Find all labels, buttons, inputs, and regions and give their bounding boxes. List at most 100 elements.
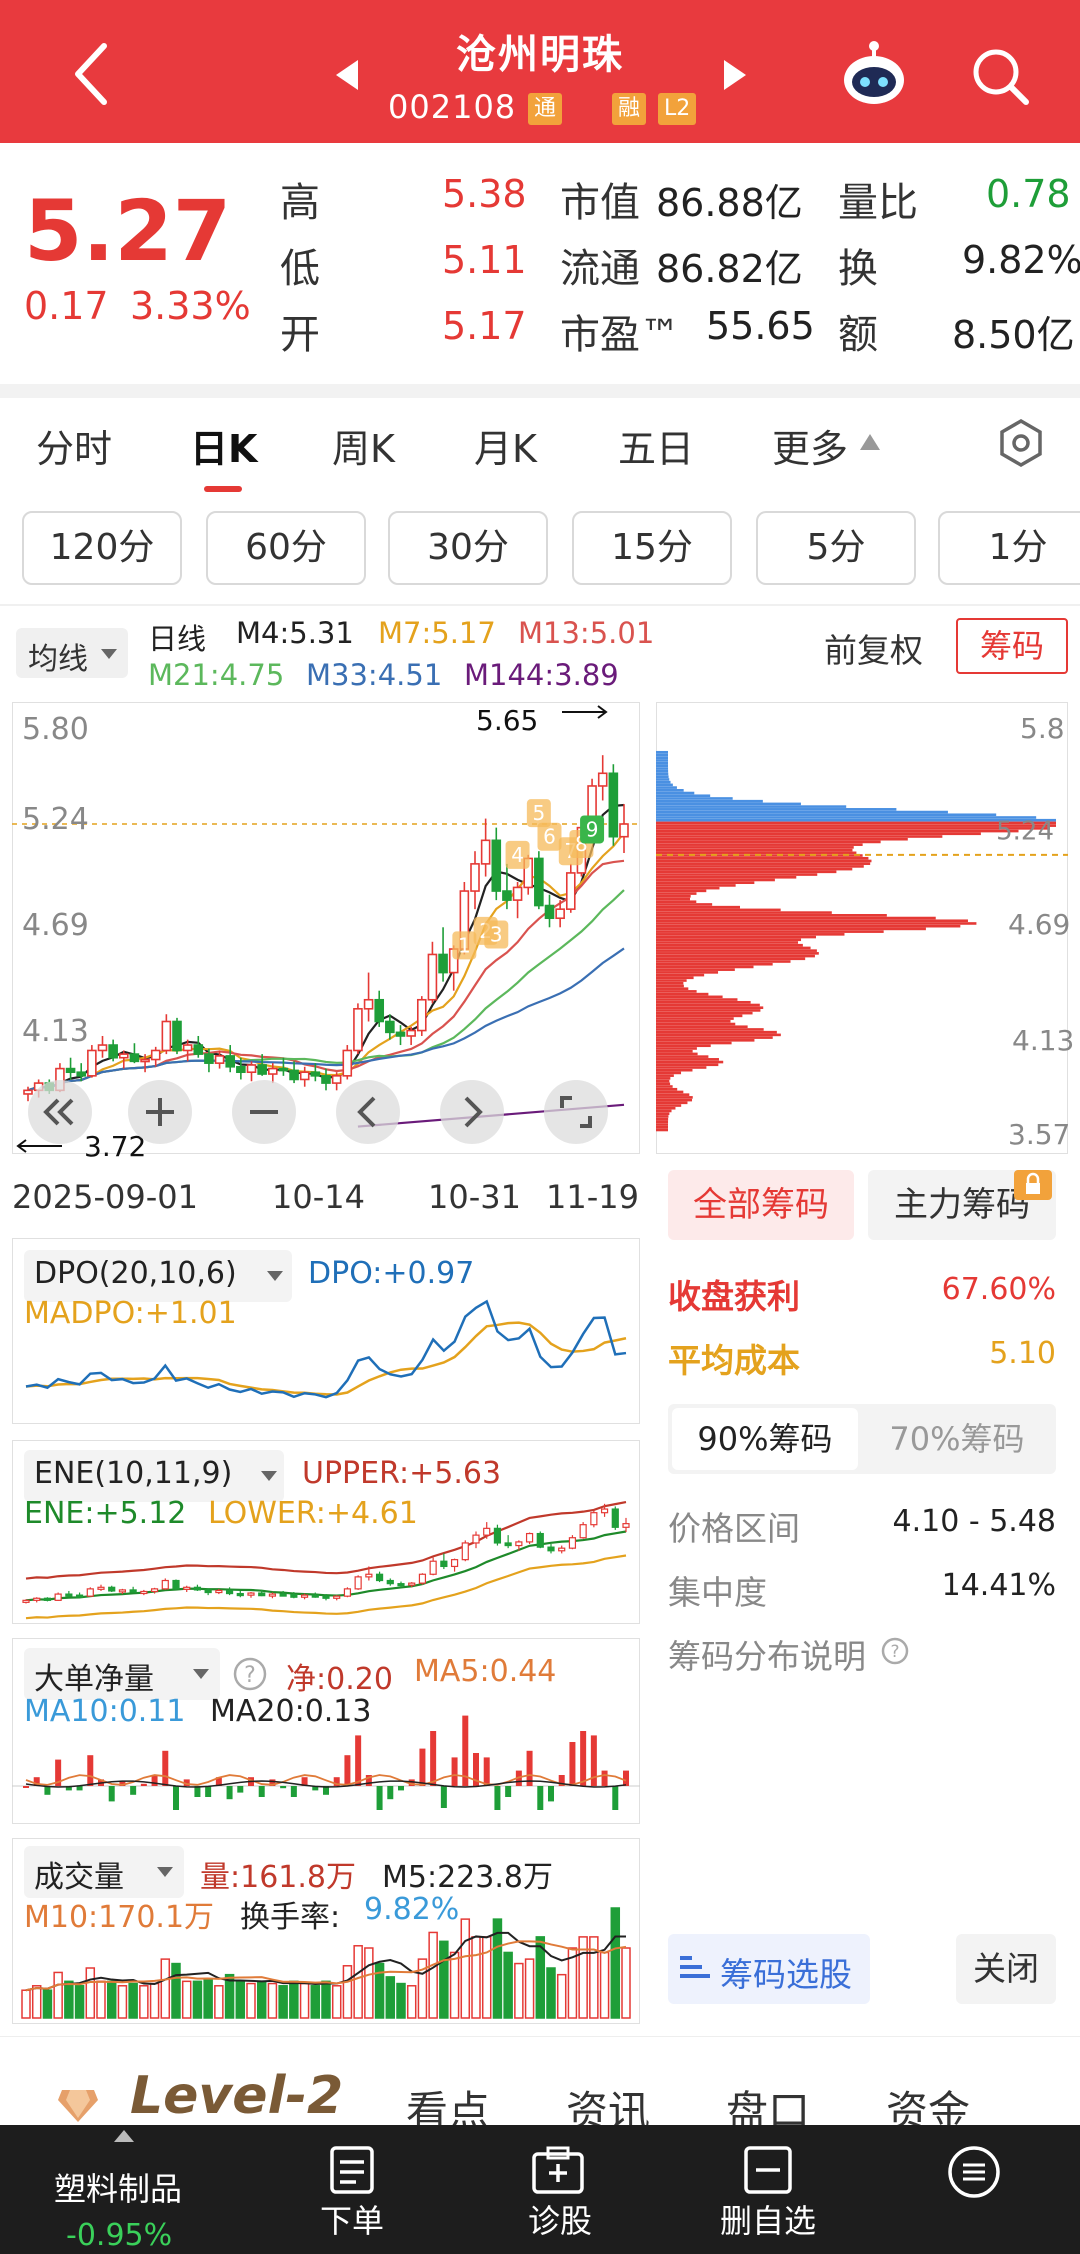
chip-distribution-chart: 5.24 [656, 750, 1068, 1132]
net-bar [226, 1786, 233, 1800]
ene-candle-body [118, 1589, 127, 1593]
volume-bar [289, 1980, 299, 2019]
period-60min[interactable]: 60分 [206, 511, 366, 585]
prev-stock-icon[interactable] [334, 58, 360, 92]
diagnose-stock-button[interactable]: 诊股 [527, 2202, 592, 2240]
next-stock-icon[interactable] [722, 58, 748, 92]
chip-stock-select-button[interactable]: 筹码选股 [668, 1934, 870, 2004]
ma-type-label: 日线 [148, 622, 207, 656]
volume-selector[interactable] [24, 1846, 184, 1898]
back-icon[interactable] [70, 42, 110, 106]
help-icon[interactable]: ? [880, 1636, 910, 1666]
chip-bar [656, 965, 754, 969]
period-1min[interactable]: 1分 [938, 511, 1080, 585]
y-tick: 4.69 [22, 908, 89, 943]
candle-body [502, 890, 512, 901]
stock-name: 沧州明珠 [456, 32, 624, 78]
ene-selector[interactable] [24, 1450, 284, 1502]
sector-name[interactable]: 塑料制品 [54, 2170, 183, 2208]
candle-body [619, 823, 629, 838]
dpo-line [25, 1299, 627, 1399]
madpo-value: MADPO:+1.01 [24, 1296, 237, 1331]
volume-bar [96, 1980, 106, 2019]
chip-bar [656, 979, 687, 982]
net-bar [440, 1786, 447, 1808]
zoom-in-button[interactable] [128, 1080, 192, 1144]
chip-bar [656, 865, 864, 868]
settings-hex-icon[interactable] [996, 418, 1046, 468]
level2-tab[interactable]: Level-2 [130, 2066, 344, 2126]
chips-toggle-button[interactable]: 筹码 [956, 618, 1068, 674]
net-bar [494, 1786, 501, 1810]
period-5min[interactable]: 5分 [756, 511, 916, 585]
period-120min[interactable]: 120分 [22, 511, 182, 585]
price-change: 0.17 [24, 284, 109, 328]
robot-assistant-icon[interactable] [838, 40, 910, 108]
chip-bar [656, 832, 981, 836]
chip-explain-link[interactable]: 筹码分布说明 [668, 1637, 866, 1676]
tab-more[interactable]: 更多 [772, 427, 849, 471]
volume-bar [374, 1962, 385, 2019]
dpo-name: DPO(20,10,6) [34, 1256, 237, 1291]
net-bar [601, 1770, 608, 1786]
chip-bar [656, 1039, 755, 1042]
volume-bar [331, 1985, 342, 2019]
avg-cost-label: 平均成本 [668, 1341, 800, 1380]
close-chips-button[interactable]: 关闭 [956, 1934, 1056, 2004]
chip-bar [656, 756, 669, 759]
period-15min[interactable]: 15分 [572, 511, 732, 585]
chips-main-tab[interactable]: 主力筹码 [868, 1170, 1056, 1240]
fullscreen-button[interactable] [544, 1080, 608, 1144]
tab-monthly-k[interactable]: 月K [474, 427, 537, 471]
chips-all-tab[interactable]: 全部筹码 [668, 1170, 854, 1240]
kline-chart[interactable]: 123456789 [12, 702, 640, 1154]
ma-selector[interactable]: 均线 [16, 628, 128, 678]
search-icon[interactable] [970, 46, 1032, 108]
net-bar [23, 1786, 29, 1788]
zoom-out-icon [250, 1110, 278, 1114]
dpo-selector[interactable] [24, 1250, 292, 1302]
fullscreen-icon [560, 1096, 592, 1128]
bottom-tabs-bar [0, 2036, 1080, 2125]
chip-bar [656, 805, 847, 808]
candle-body [299, 1071, 310, 1081]
net-bar [569, 1742, 576, 1786]
place-order-button[interactable]: 下单 [319, 2202, 384, 2240]
chip-bar [656, 933, 845, 936]
ene-value: ENE:+5.12 [24, 1496, 187, 1531]
scroll-left-button[interactable] [336, 1080, 400, 1144]
big-order-selector[interactable] [24, 1648, 220, 1700]
help-icon[interactable]: ? [232, 1656, 268, 1692]
ene-candle-body [43, 1597, 52, 1601]
adjust-mode[interactable]: 前复权 [824, 631, 923, 670]
ene-candle-body [108, 1586, 116, 1592]
ene-candle-body [590, 1512, 598, 1526]
volume-ratio-label: 量比 [838, 180, 918, 226]
rewind-button[interactable] [28, 1080, 92, 1144]
tab-daily-k[interactable]: 日K [190, 427, 258, 471]
ma21-legend: M21:4.75 [148, 658, 285, 692]
net-bar [76, 1786, 83, 1791]
chip-bar [656, 764, 669, 768]
range-70-tab[interactable]: 70%筹码 [889, 1420, 1025, 1458]
chip-bar [656, 922, 977, 925]
volume-bar [192, 1980, 203, 2019]
chip-bar [656, 911, 832, 914]
net-bar [258, 1786, 265, 1797]
menu-icon[interactable] [946, 2144, 1002, 2200]
scroll-right-button[interactable] [440, 1080, 504, 1144]
ene-candle-body [472, 1534, 480, 1544]
period-30min[interactable]: 30分 [388, 511, 548, 585]
volume-bar [503, 1951, 513, 2019]
chevron-down-icon [193, 1669, 209, 1679]
tab-intraday[interactable]: 分时 [36, 427, 113, 471]
chip-bar [656, 1085, 673, 1088]
ene-mid-line [25, 1530, 627, 1602]
range-90-tab[interactable]: 90%筹码 [672, 1408, 858, 1470]
net-bar [323, 1786, 329, 1795]
tab-weekly-k[interactable]: 周K [332, 427, 395, 471]
tab-five-day[interactable]: 五日 [618, 427, 695, 471]
zoom-out-button[interactable] [232, 1080, 296, 1144]
remove-watchlist-button[interactable]: 删自选 [719, 2202, 816, 2240]
chip-bar [656, 889, 707, 893]
